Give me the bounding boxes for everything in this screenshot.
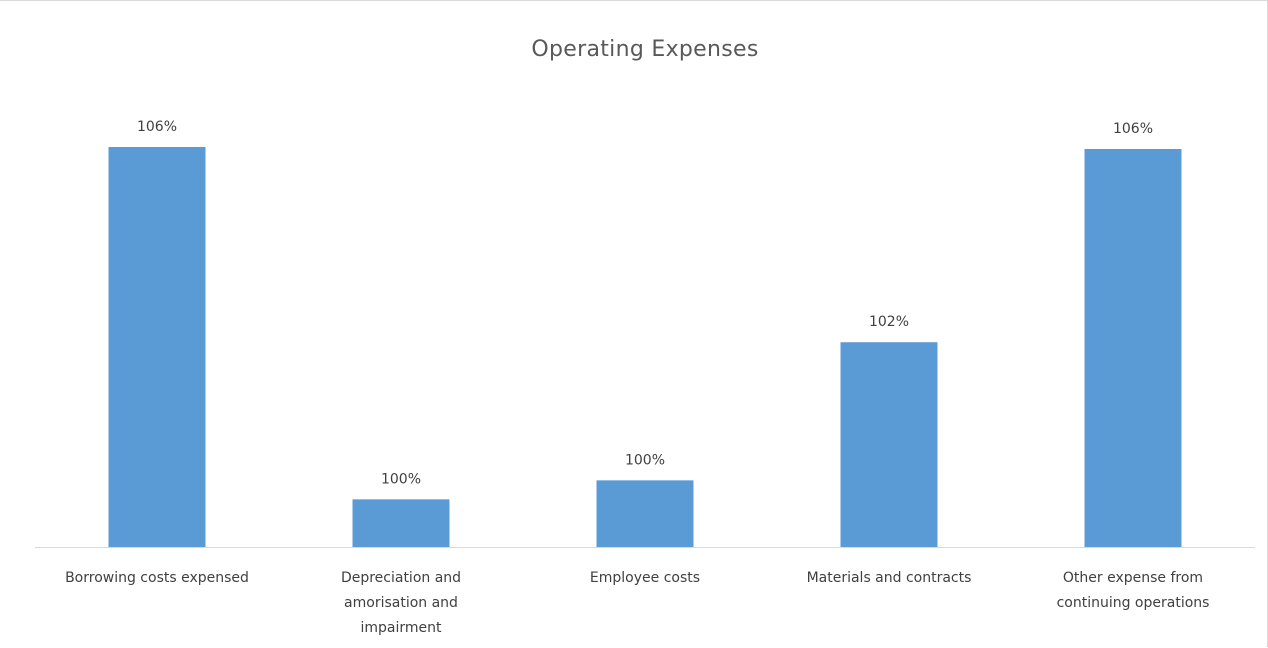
- category-label-line: Borrowing costs expensed: [65, 570, 249, 586]
- category-label-line: Depreciation and: [341, 570, 461, 586]
- category-label-4: Materials and contracts: [807, 570, 972, 586]
- category-label-line: amorisation and: [344, 595, 458, 611]
- bar-3: [596, 480, 694, 547]
- category-label-line: Materials and contracts: [807, 570, 972, 586]
- bar-1: [108, 147, 206, 547]
- category-label-line: Employee costs: [590, 570, 700, 586]
- data-label-5: 106%: [1113, 121, 1153, 137]
- category-label-line: Other expense from: [1063, 570, 1203, 586]
- data-label-4: 102%: [869, 314, 909, 330]
- data-label-2: 100%: [381, 471, 421, 487]
- bar-4: [840, 342, 938, 547]
- data-label-1: 106%: [137, 119, 177, 135]
- bar-5: [1084, 149, 1182, 547]
- category-label-2: Depreciation and amorisation and impairmen…: [341, 570, 461, 636]
- bar-2: [352, 499, 450, 547]
- category-label-line: continuing operations: [1057, 595, 1210, 611]
- category-label-1: Borrowing costs expensed: [65, 570, 249, 586]
- chart-title: Operating Expenses: [531, 37, 759, 62]
- data-label-3: 100%: [625, 452, 665, 468]
- category-label-5: Other expense from continuing operations: [1057, 570, 1210, 611]
- category-label-3: Employee costs: [590, 570, 700, 586]
- category-label-line: impairment: [360, 620, 442, 636]
